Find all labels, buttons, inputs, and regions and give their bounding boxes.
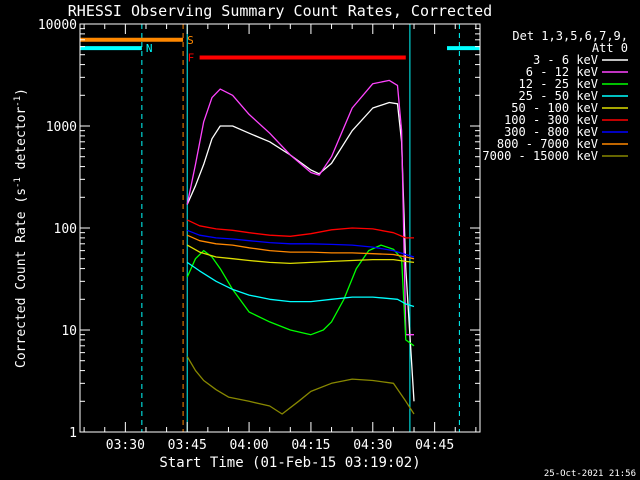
legend-label-8: 7000 - 15000 keV xyxy=(482,149,598,163)
legend-header-line2: Att 0 xyxy=(592,41,628,55)
y-tick-label: 1000 xyxy=(46,120,77,135)
series-line-7 xyxy=(186,234,415,260)
series-line-4 xyxy=(186,244,415,265)
flag-label-N: N xyxy=(146,42,153,55)
series-line-0 xyxy=(186,101,415,402)
x-tick-label: 04:45 xyxy=(415,438,454,453)
x-tick-label: 04:30 xyxy=(353,438,392,453)
flag-label-F: F xyxy=(188,51,195,64)
legend-label-4: 50 - 100 keV xyxy=(511,101,598,115)
timestamp: 25-Oct-2021 21:56 xyxy=(544,469,636,479)
vertical-markers xyxy=(80,24,460,432)
series-line-5 xyxy=(186,219,414,239)
y-axis-label: Corrected Count Rate (s-1 detector-1) xyxy=(13,88,29,368)
series-lines xyxy=(186,79,415,415)
series-line-8 xyxy=(186,356,415,415)
x-tick-label: 03:30 xyxy=(106,438,145,453)
flag-bars: S N F xyxy=(80,34,480,64)
x-tick-label: 04:00 xyxy=(230,438,269,453)
legend-label-1: 6 - 12 keV xyxy=(526,65,598,79)
x-tick-label: 04:15 xyxy=(291,438,330,453)
y-tick-label: 100 xyxy=(54,222,77,237)
legend-label-3: 25 - 50 keV xyxy=(519,89,598,103)
x-tick-label: 03:45 xyxy=(168,438,207,453)
legend-label-2: 12 - 25 keV xyxy=(519,77,598,91)
y-axis: 1 10 100 1000 10000 xyxy=(38,18,480,441)
series-line-6 xyxy=(186,229,415,258)
chart-title: RHESSI Observing Summary Count Rates, Co… xyxy=(68,2,492,20)
legend-label-6: 300 - 800 keV xyxy=(504,125,598,139)
series-line-3 xyxy=(186,261,415,308)
y-tick-label: 1 xyxy=(69,426,77,441)
flag-label-S: S xyxy=(187,34,194,47)
y-tick-label: 10000 xyxy=(38,18,77,33)
series-line-1 xyxy=(186,79,414,336)
legend-header-line1: Det 1,3,5,6,7,9, xyxy=(512,29,628,43)
series-line-2 xyxy=(186,244,415,347)
legend-label-5: 100 - 300 keV xyxy=(504,113,598,127)
x-axis: 03:30 03:45 04:00 04:15 04:30 04:45 xyxy=(83,24,477,453)
legend-label-7: 800 - 7000 keV xyxy=(497,137,598,151)
x-axis-label: Start Time (01-Feb-15 03:19:02) xyxy=(159,455,420,471)
y-tick-label: 10 xyxy=(61,324,77,339)
legend-label-0: 3 - 6 keV xyxy=(533,53,598,67)
